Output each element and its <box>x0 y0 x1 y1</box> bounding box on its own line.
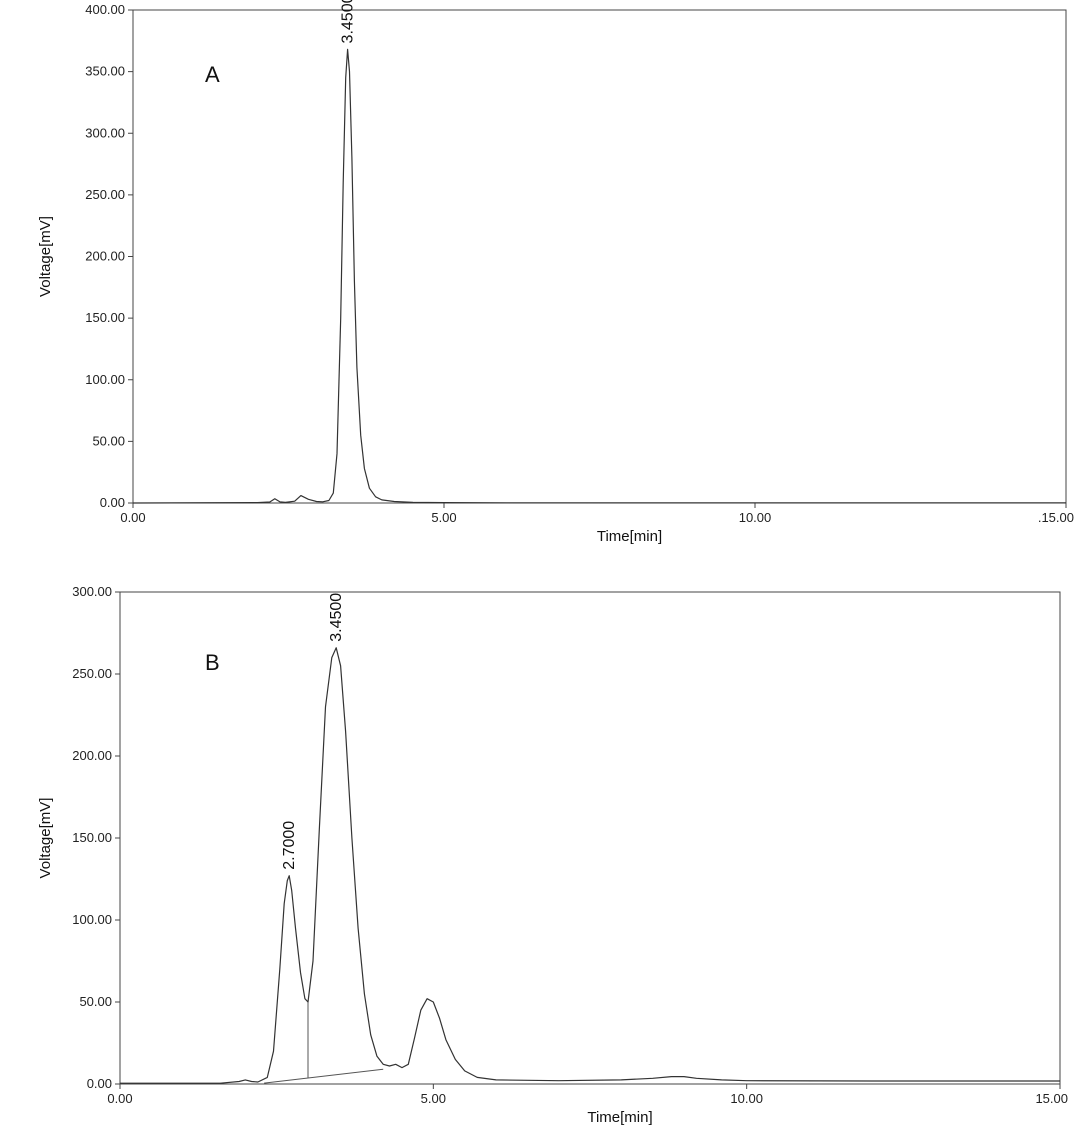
integration-baseline <box>264 1068 384 1084</box>
chromatogram-a: 0.00 50.00 100.00 150.00 200.00 250.00 300.00 3… <box>0 0 1091 555</box>
chart-b-svg: 0.00 50.00 100.00 150.00 200.00 250.00 300.00 0… <box>37 584 1068 1126</box>
x-tick-label: 15.00 <box>1035 1091 1068 1106</box>
x-tick-label: 0.00 <box>107 1091 132 1106</box>
peak-label: 3.4500 <box>340 0 357 43</box>
y-tick-label: 100.00 <box>85 372 125 387</box>
y-tick-label: 200.00 <box>85 249 125 264</box>
y-tick-label: 100.00 <box>72 912 112 927</box>
chromatogram-trace <box>132 48 1066 504</box>
chromatogram-b: 0.00 50.00 100.00 150.00 200.00 250.00 300.00 0… <box>0 578 1091 1135</box>
y-tick-label: 150.00 <box>85 310 125 325</box>
y-tick-label: 300.00 <box>85 125 125 140</box>
peak-label: 3.4500 <box>328 593 345 642</box>
chart-a-svg: 0.00 50.00 100.00 150.00 200.00 250.00 300.00 3… <box>37 0 1074 545</box>
y-tick-label: 200.00 <box>72 748 112 763</box>
panel-label: A <box>205 62 220 87</box>
y-axis-title: Voltage[mV] <box>37 216 54 297</box>
x-axis-title: Time[min] <box>597 528 662 545</box>
y-tick-label: 50.00 <box>79 994 112 1009</box>
panel-label: B <box>205 650 220 675</box>
plot-frame <box>132 9 1067 504</box>
y-tick-label: 350.00 <box>85 64 125 79</box>
x-tick-label: 10.00 <box>730 1091 763 1106</box>
x-tick-label: 10.00 <box>739 510 772 525</box>
x-tick-label: 0.00 <box>120 510 145 525</box>
x-tick-label: 5.00 <box>431 510 456 525</box>
plot-frame <box>119 591 1061 1085</box>
y-tick-label: 400.00 <box>85 2 125 17</box>
y-axis-title: Voltage[mV] <box>37 798 54 879</box>
y-tick-label: 0.00 <box>100 495 125 510</box>
peak-label: 2.7000 <box>281 821 298 870</box>
y-tick-label: 250.00 <box>72 666 112 681</box>
y-tick-label: 300.00 <box>72 584 112 599</box>
x-tick-label: .15.00 <box>1038 510 1074 525</box>
y-tick-label: 250.00 <box>85 187 125 202</box>
x-tick-label: 5.00 <box>421 1091 446 1106</box>
x-axis-title: Time[min] <box>587 1109 652 1126</box>
chromatogram-trace <box>120 647 1060 1084</box>
y-tick-label: 150.00 <box>72 830 112 845</box>
y-tick-label: 0.00 <box>87 1076 112 1091</box>
y-tick-label: 50.00 <box>92 433 125 448</box>
